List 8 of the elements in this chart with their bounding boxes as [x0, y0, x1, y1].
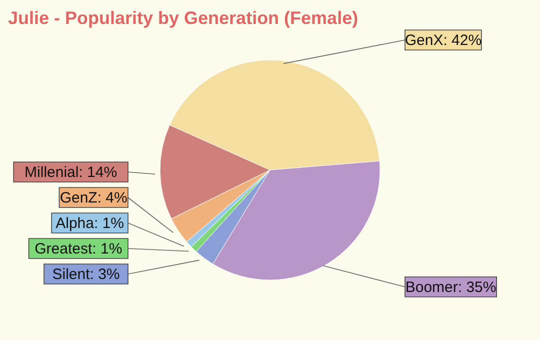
- slice-label: Alpha: 1%: [56, 215, 124, 232]
- slice-label: Greatest: 1%: [34, 240, 122, 258]
- slice-label: GenX: 42%: [404, 32, 482, 49]
- slice-label: Millenial: 14%: [24, 164, 118, 181]
- slice-label: Boomer: 35%: [405, 278, 496, 296]
- slice-label: GenZ: 4%: [60, 190, 128, 206]
- chart-title: Julie - Popularity by Generation (Female): [8, 8, 358, 28]
- slice-label: Silent: 3%: [52, 266, 120, 283]
